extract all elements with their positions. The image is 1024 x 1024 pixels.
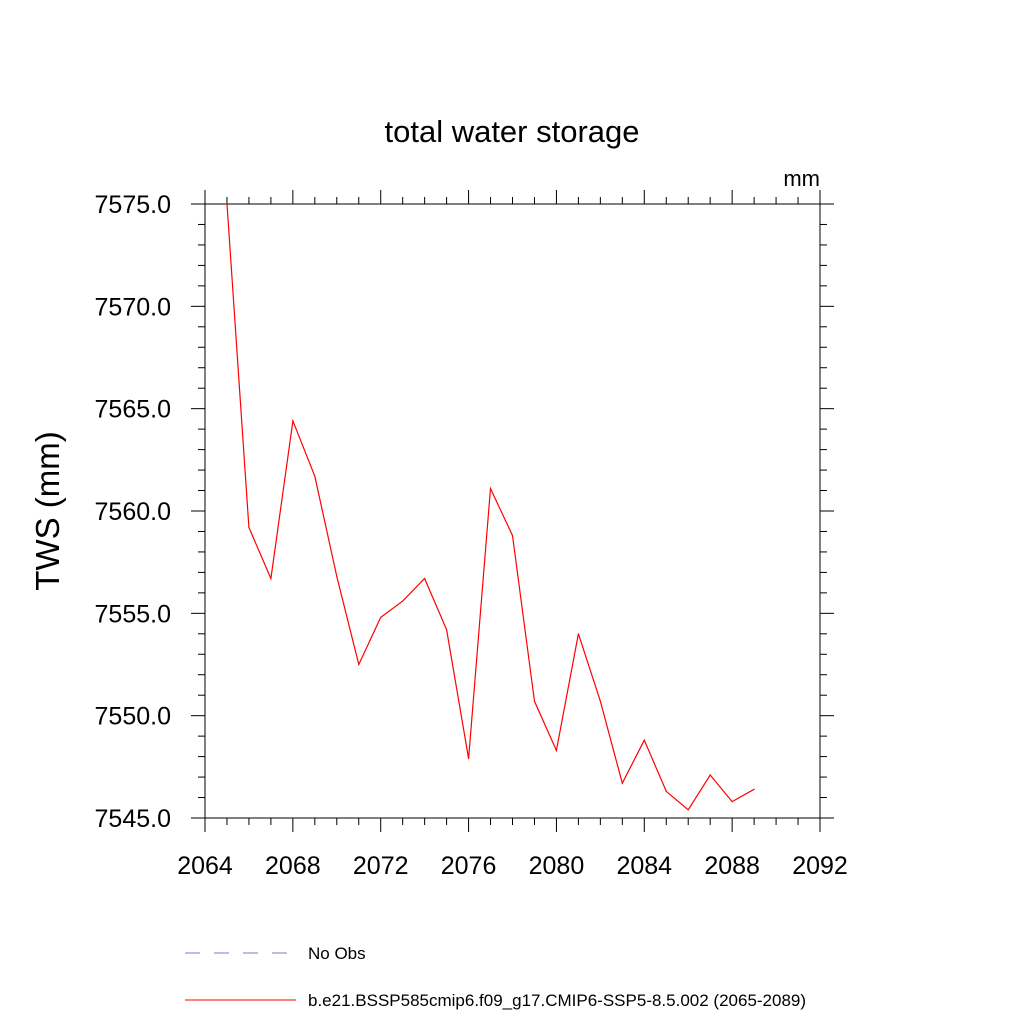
data-point — [446, 629, 448, 631]
data-point — [336, 575, 338, 578]
y-tick-label: 7560.0 — [95, 498, 171, 526]
data-point — [555, 749, 558, 752]
data-point — [511, 534, 514, 537]
legend-label-model-run: b.e21.BSSP585cmip6.f09_g17.CMIP6-SSP5-8.… — [308, 991, 806, 1010]
axis-ticks — [191, 190, 834, 832]
x-tick-label: 2072 — [353, 852, 409, 880]
series-line — [226, 203, 755, 811]
data-point — [314, 475, 316, 477]
y-tick-label: 7565.0 — [95, 396, 171, 424]
chart-title: total water storage — [384, 114, 639, 149]
x-tick-label: 2068 — [265, 852, 321, 880]
x-tick-label: 2092 — [792, 852, 848, 880]
data-point — [467, 758, 470, 760]
data-point — [687, 809, 689, 811]
data-point — [248, 526, 250, 528]
data-point — [621, 782, 623, 784]
y-axis-label: TWS (mm) — [29, 431, 66, 590]
y-tick-label: 7545.0 — [95, 805, 171, 833]
x-tick-label: 2076 — [441, 852, 497, 880]
data-point — [753, 788, 755, 790]
y-tick-label: 7555.0 — [95, 600, 171, 628]
legend-label-no-obs: No Obs — [308, 944, 366, 963]
plot-frame — [204, 203, 821, 819]
data-point — [731, 801, 733, 803]
legend: No Obs b.e21.BSSP585cmip6.f09_g17.CMIP6-… — [185, 944, 806, 1010]
x-tick-label: 2088 — [704, 852, 760, 880]
y-tick-label: 7570.0 — [95, 293, 171, 321]
data-point — [358, 663, 360, 666]
x-tick-label: 2064 — [177, 852, 233, 880]
data-point — [270, 577, 272, 580]
series-lines — [226, 203, 755, 811]
data-point — [402, 600, 404, 602]
data-point — [380, 616, 382, 619]
data-point — [226, 203, 228, 205]
data-point — [599, 700, 601, 702]
data-point — [489, 487, 492, 490]
axis-tick-labels: 2064 2068 2072 2076 2080 2084 2088 2092 7545.0 75… — [95, 191, 848, 880]
data-point — [424, 577, 426, 580]
data-point — [665, 790, 667, 792]
data-point — [709, 774, 711, 776]
data-point — [643, 739, 645, 741]
x-tick-label: 2080 — [529, 852, 585, 880]
data-point — [292, 420, 294, 422]
y-tick-label: 7575.0 — [95, 191, 171, 219]
units-label: mm — [783, 166, 820, 191]
data-point — [577, 633, 579, 635]
y-tick-label: 7550.0 — [95, 703, 171, 731]
x-tick-label: 2084 — [616, 852, 672, 880]
data-point — [533, 700, 536, 702]
